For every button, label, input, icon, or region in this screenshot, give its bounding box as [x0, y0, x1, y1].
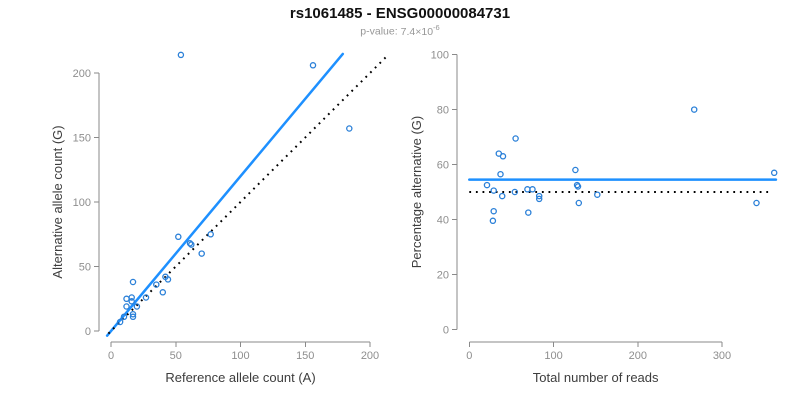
- data-point: [175, 233, 182, 241]
- x-tick-label: 300: [713, 350, 731, 362]
- data-point: [535, 195, 543, 203]
- y-tick-label: 0: [443, 324, 449, 336]
- data-point: [164, 276, 172, 283]
- data-point: [753, 199, 760, 207]
- data-point: [186, 240, 194, 247]
- data-point: [489, 217, 497, 225]
- pvalue-subtitle: p-value: 7.4×10-6: [0, 23, 800, 38]
- data-point: [177, 51, 185, 59]
- y-tick-label: 0: [85, 326, 91, 338]
- data-point: [198, 250, 205, 257]
- x-tick-label: 100: [544, 350, 562, 362]
- data-point: [188, 241, 195, 248]
- y-tick-label: 40: [437, 214, 449, 226]
- y-tick-label: 60: [437, 160, 449, 172]
- data-point: [524, 186, 531, 193]
- y-tick-label: 100: [73, 197, 91, 209]
- x-axis: [468, 341, 723, 347]
- data-point: [142, 294, 150, 301]
- x-tick-label: 150: [296, 350, 314, 362]
- data-point: [120, 313, 128, 321]
- data-point: [690, 106, 698, 113]
- y-tick-label: 100: [431, 50, 449, 62]
- y-axis: [94, 72, 100, 332]
- x-tick-label: 0: [466, 350, 472, 362]
- identity-line: [107, 56, 387, 335]
- data-point: [159, 289, 167, 296]
- data-point: [116, 318, 124, 326]
- data-point: [133, 303, 141, 310]
- regression-line: [105, 52, 345, 337]
- y-axis-title: Percentage alternative (G): [409, 116, 424, 268]
- data-point: [498, 192, 506, 200]
- data-point: [207, 231, 214, 238]
- x-tick-label: 200: [361, 350, 379, 362]
- x-tick-label: 200: [629, 350, 647, 362]
- data-point: [525, 209, 532, 216]
- figure-title: rs1061485 - ENSG00000084731: [289, 5, 511, 22]
- data-point: [490, 187, 497, 194]
- data-point: [128, 294, 135, 301]
- data-points: [116, 51, 353, 326]
- pvalue-label: p-value:: [360, 25, 398, 38]
- data-point: [574, 183, 582, 190]
- y-tick-label: 80: [437, 105, 449, 117]
- y-tick-label: 150: [73, 133, 91, 145]
- data-point: [128, 298, 135, 305]
- data-point: [497, 170, 504, 178]
- data-point: [575, 199, 583, 207]
- data-point: [572, 166, 579, 174]
- panel-right: 0 20 40 60 80 100 0 100 200 300 Total number of re…: [409, 50, 778, 385]
- x-axis-title: Total number of reads: [533, 370, 659, 385]
- data-point: [123, 303, 130, 310]
- data-point: [123, 295, 130, 303]
- pvalue-base: 7.4×10: [400, 25, 434, 38]
- data-point: [346, 125, 353, 132]
- data-point: [483, 181, 491, 189]
- x-axis: [110, 341, 371, 347]
- y-tick-label: 200: [73, 68, 91, 80]
- data-point: [129, 310, 137, 318]
- data-point: [153, 281, 160, 288]
- data-point: [129, 278, 137, 286]
- panel-left: 0 50 100 150 200 0 50 100 150 200 Reference allele…: [50, 51, 387, 385]
- data-point: [594, 191, 601, 198]
- data-points: [483, 106, 778, 225]
- data-point: [535, 192, 543, 200]
- x-tick-label: 50: [170, 350, 182, 362]
- data-point: [490, 207, 497, 215]
- data-point: [511, 188, 519, 196]
- data-point: [129, 313, 137, 321]
- y-tick-label: 50: [79, 262, 91, 274]
- y-tick-label: 20: [437, 269, 449, 281]
- data-point: [499, 153, 507, 160]
- x-tick-label: 0: [108, 350, 114, 362]
- data-point: [309, 62, 317, 69]
- data-point: [770, 169, 778, 177]
- pvalue-exponent: -6: [433, 23, 440, 32]
- data-point: [529, 186, 536, 193]
- y-axis-title: Alternative allele count (G): [50, 125, 65, 278]
- data-point: [512, 135, 519, 142]
- y-axis: [452, 54, 458, 330]
- x-tick-label: 100: [231, 350, 249, 362]
- x-axis-title: Reference allele count (A): [165, 370, 315, 385]
